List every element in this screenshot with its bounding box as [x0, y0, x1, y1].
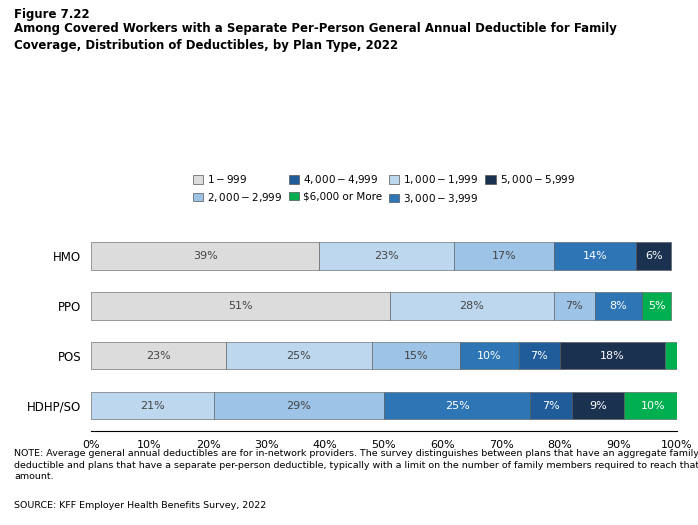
Bar — [572, 392, 624, 419]
Text: 29%: 29% — [286, 401, 311, 411]
Bar — [460, 342, 519, 370]
Text: 7%: 7% — [542, 401, 560, 411]
Text: SOURCE: KFF Employer Health Benefits Survey, 2022: SOURCE: KFF Employer Health Benefits Sur… — [14, 501, 266, 510]
Text: NOTE: Average general annual deductibles are for in-network providers. The surve: NOTE: Average general annual deductibles… — [14, 449, 698, 481]
Text: Figure 7.22: Figure 7.22 — [14, 8, 89, 21]
Text: 15%: 15% — [404, 351, 429, 361]
Text: 17%: 17% — [491, 251, 517, 261]
Bar — [554, 292, 595, 320]
Text: 18%: 18% — [600, 351, 625, 361]
Bar — [454, 242, 554, 270]
Text: 23%: 23% — [374, 251, 399, 261]
Text: 14%: 14% — [583, 251, 607, 261]
Text: 5%: 5% — [648, 301, 665, 311]
Text: 25%: 25% — [445, 401, 470, 411]
Bar — [636, 242, 671, 270]
Bar — [624, 392, 683, 419]
Bar — [554, 242, 636, 270]
Text: 21%: 21% — [140, 401, 165, 411]
Text: 23%: 23% — [146, 351, 170, 361]
Bar — [642, 292, 671, 320]
Bar — [384, 392, 530, 419]
Bar — [519, 342, 560, 370]
Text: 8%: 8% — [609, 301, 628, 311]
Text: 10%: 10% — [477, 351, 502, 361]
Text: Among Covered Workers with a Separate Per-Person General Annual Deductible for F: Among Covered Workers with a Separate Pe… — [14, 22, 617, 52]
Bar — [595, 292, 642, 320]
Text: 25%: 25% — [286, 351, 311, 361]
Text: 51%: 51% — [228, 301, 253, 311]
Bar — [214, 392, 384, 419]
Bar — [91, 242, 320, 270]
Bar — [91, 392, 214, 419]
Legend: $1 - $999, $2,000 - $2,999, $4,000 - $4,999, $6,000 or More, $1,000 - $1,999, $3: $1 - $999, $2,000 - $2,999, $4,000 - $4,… — [193, 173, 575, 205]
Bar — [91, 342, 225, 370]
Bar — [320, 242, 454, 270]
Bar — [665, 342, 677, 370]
Text: 39%: 39% — [193, 251, 218, 261]
Bar — [91, 292, 389, 320]
Text: 28%: 28% — [459, 301, 484, 311]
Text: 10%: 10% — [641, 401, 666, 411]
Bar — [530, 392, 572, 419]
Text: 9%: 9% — [589, 401, 607, 411]
Text: 6%: 6% — [645, 251, 662, 261]
Text: 7%: 7% — [565, 301, 584, 311]
Bar — [372, 342, 460, 370]
Bar — [560, 342, 665, 370]
Text: 7%: 7% — [530, 351, 548, 361]
Bar — [389, 292, 554, 320]
Bar — [225, 342, 372, 370]
